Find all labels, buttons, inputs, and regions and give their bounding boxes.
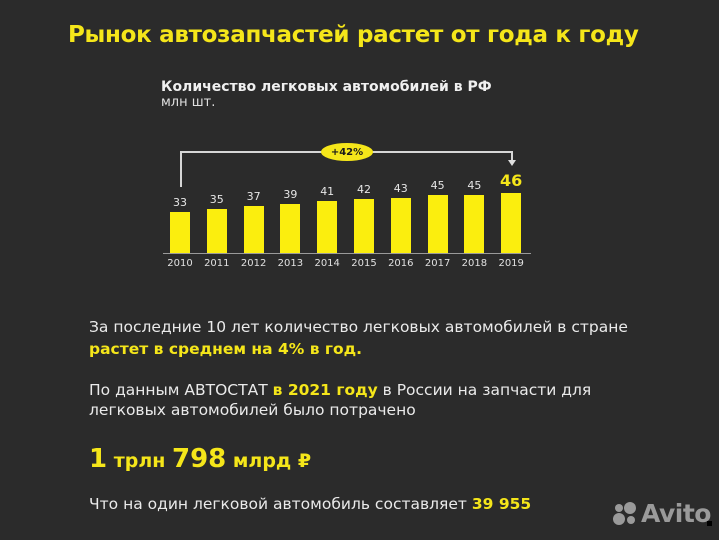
x-axis-tick-label: 2018 — [461, 258, 488, 269]
growth-badge: +42% — [321, 143, 373, 161]
paragraph-2-line-1: По данным АВТОСТАТ в 2021 году в России … — [89, 381, 591, 399]
x-axis-tick-label: 2012 — [240, 258, 267, 269]
page-title: Рынок автозапчастей растет от года к год… — [68, 22, 639, 48]
paragraph-2-prefix: По данным АВТОСТАТ — [89, 381, 273, 399]
amount-trillions-unit: трлн — [107, 450, 172, 472]
x-axis-tick-label: 2010 — [167, 258, 193, 269]
watermark-dot — [707, 521, 712, 526]
amount-billions: 798 — [171, 444, 227, 474]
chart-subtitle: млн шт. — [161, 95, 216, 110]
chart-title: Количество легковых автомобилей в РФ — [161, 79, 492, 95]
avito-label: Avito — [641, 499, 711, 528]
bar-2014 — [317, 200, 338, 253]
x-axis-tick-label: 2013 — [277, 258, 304, 269]
amount-trillions: 1 — [89, 444, 108, 474]
amount-billions-unit: млрд ₽ — [226, 450, 312, 472]
x-axis-tick-label: 2011 — [204, 258, 230, 269]
bar-value-label: 35 — [209, 193, 224, 207]
paragraph-3-prefix: Что на один легковой автомобиль составля… — [89, 495, 472, 513]
avito-logo-icon — [613, 501, 639, 526]
paragraph-1-highlight: растет в среднем на 4% в год. — [89, 340, 363, 358]
arrow-down-icon — [508, 160, 516, 166]
paragraph-3: Что на один легковой автомобиль составля… — [89, 495, 531, 513]
bar-value-label: 43 — [393, 181, 408, 195]
bar-value-label: 42 — [357, 183, 371, 197]
paragraph-2-suffix: в России на запчасти для — [377, 381, 592, 399]
bar-2016 — [390, 197, 411, 253]
x-axis-tick-label: 2016 — [388, 258, 414, 269]
bar-2010 — [170, 212, 190, 253]
bar-chart: 33 2010 35 2011 37 2012 39 2013 41 2014 42 2015 43 20… — [167, 171, 524, 269]
bar-2018 — [464, 194, 485, 253]
paragraph-2-highlight: в 2021 году — [272, 381, 378, 399]
bar-value-label: 39 — [283, 187, 298, 201]
paragraph-2-line-2: легковых автомобилей было потрачено — [89, 401, 416, 419]
bar-2011 — [206, 209, 227, 253]
bar-value-label: 46 — [500, 171, 523, 191]
bar-value-label: 45 — [430, 178, 445, 192]
bar-2017 — [427, 194, 448, 253]
bar-value-label: 41 — [320, 184, 335, 198]
bar-2012 — [243, 206, 264, 253]
x-axis-tick-label: 2015 — [351, 258, 377, 269]
x-axis-line — [163, 253, 531, 254]
bar-2013 — [280, 203, 301, 253]
growth-bracket-left — [180, 151, 182, 187]
bar-value-label: 37 — [246, 190, 261, 204]
avito-watermark: Avito — [613, 499, 711, 528]
bar-2015 — [354, 199, 374, 253]
x-axis-tick-label: 2017 — [424, 258, 451, 269]
bar-value-label: 45 — [467, 178, 482, 192]
x-axis-tick-label: 2019 — [498, 258, 524, 269]
paragraph-1-line-1: За последние 10 лет количество легковых … — [89, 318, 628, 336]
bar-value-label: 33 — [173, 196, 187, 210]
bar-2019 — [501, 193, 522, 253]
growth-bracket-right — [511, 151, 513, 161]
paragraph-3-highlight: 39 955 — [471, 495, 532, 513]
spending-amount: 1 трлн 798 млрд ₽ — [89, 444, 311, 474]
x-axis-tick-label: 2014 — [314, 258, 340, 269]
